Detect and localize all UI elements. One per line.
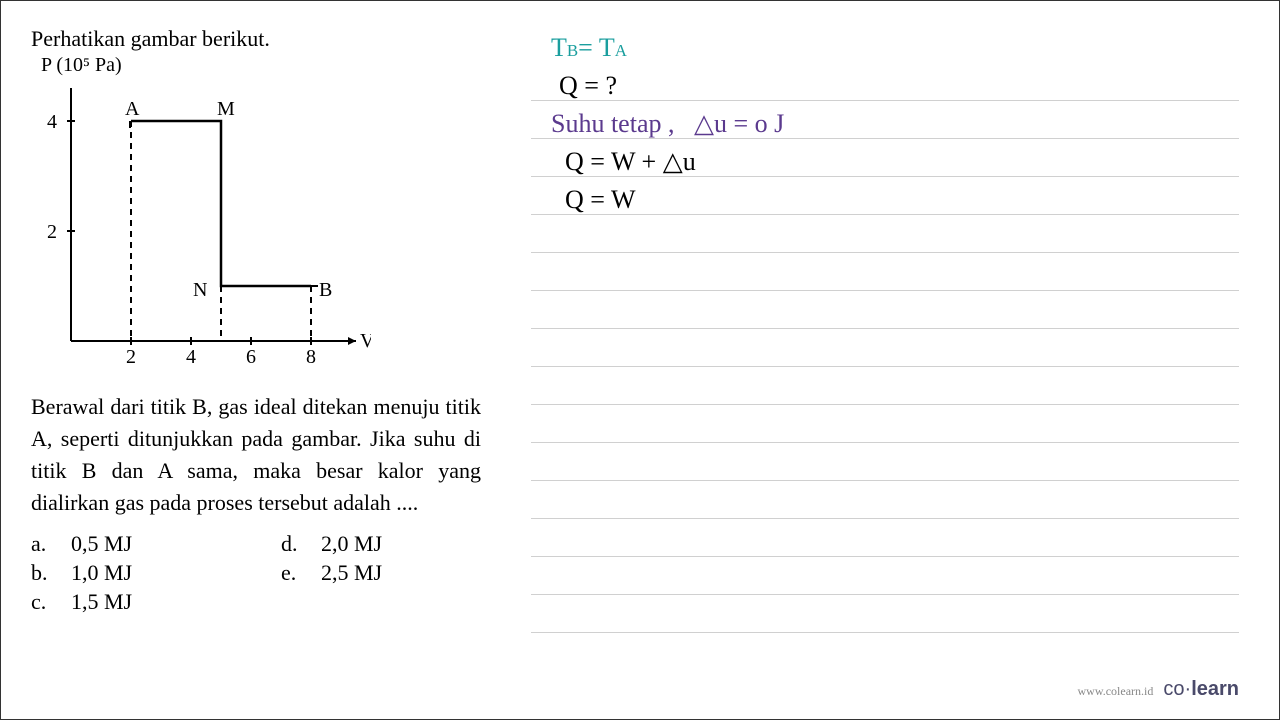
svg-text:6: 6 xyxy=(246,346,256,368)
brand-logo: co·learn xyxy=(1163,678,1239,701)
option-d: d.2,0 MJ xyxy=(281,531,531,557)
svg-text:B: B xyxy=(319,279,332,301)
footer: www.colearn.id co·learn xyxy=(1078,678,1239,701)
svg-text:V (m³): V (m³) xyxy=(360,330,371,352)
option-e: e.2,5 MJ xyxy=(281,560,531,586)
svg-text:M: M xyxy=(217,98,235,120)
footer-url: www.colearn.id xyxy=(1078,684,1154,699)
handwriting-block: TB = TAQ = ?Suhu tetap , △u = o JQ = W +… xyxy=(551,29,1239,219)
svg-text:4: 4 xyxy=(186,346,196,368)
question-body: Berawal dari titik B, gas ideal ditekan … xyxy=(31,391,481,519)
option-b: b.1,0 MJ xyxy=(31,560,281,586)
svg-text:4: 4 xyxy=(47,111,57,133)
question-intro: Perhatikan gambar berikut. xyxy=(31,26,481,52)
svg-text:A: A xyxy=(125,98,140,120)
options-grid: a.0,5 MJ d.2,0 MJ b.1,0 MJ e.2,5 MJ c.1,… xyxy=(31,531,481,615)
svg-text:8: 8 xyxy=(306,346,316,368)
svg-text:N: N xyxy=(193,279,207,301)
pv-chart: 2 4 6 8 2 4 V (m³) A M N B xyxy=(31,81,371,381)
option-c: c.1,5 MJ xyxy=(31,589,281,615)
svg-text:2: 2 xyxy=(47,221,57,243)
y-axis-label-text: P (10⁵ Pa) xyxy=(41,54,481,77)
svg-text:2: 2 xyxy=(126,346,136,368)
option-a: a.0,5 MJ xyxy=(31,531,281,557)
